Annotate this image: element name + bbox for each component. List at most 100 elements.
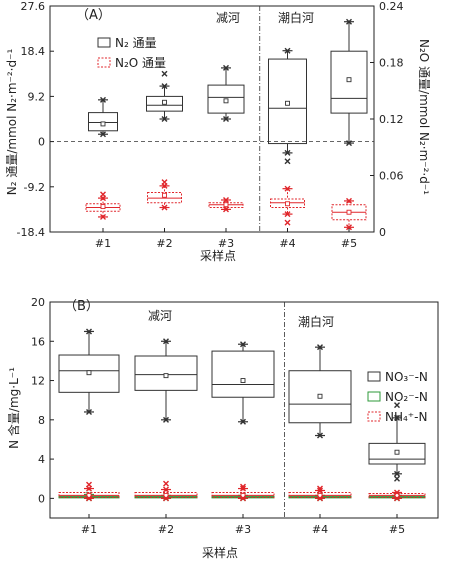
panel-b-no3-5-mean bbox=[394, 449, 400, 455]
panel-b-no3-3-point-min bbox=[240, 418, 246, 425]
panel-a-n2-3-mean bbox=[223, 98, 229, 104]
panel-a-n2o-3-point-max bbox=[223, 196, 229, 203]
panel-a-n2o-4-mean bbox=[285, 201, 290, 207]
panel-b-nh4-5-point-max bbox=[394, 489, 400, 496]
panel-a-xlabel: 采样点 bbox=[200, 248, 236, 263]
legend-swatch-no2 bbox=[367, 391, 381, 402]
panel-b-no3-2-point-min bbox=[163, 416, 169, 423]
panel-a-x-tick-label: #4 bbox=[279, 237, 295, 250]
panel-b-no3-2-point-max bbox=[163, 338, 169, 345]
panel-a-n2-3-point-max bbox=[223, 64, 229, 71]
panel-b-no3-1-mean bbox=[86, 370, 92, 376]
panel-b-xlabel: 采样点 bbox=[202, 545, 238, 560]
panel-a-n2-2-mean bbox=[162, 99, 167, 105]
panel-b-y-tick-label: 12 bbox=[31, 375, 45, 388]
panel-b-no3-5-outlier bbox=[394, 475, 400, 482]
panel-a-n2o-4-point-min bbox=[284, 211, 291, 218]
panel-b-no3-5-outlier bbox=[394, 402, 400, 409]
panel-b-nh4-5-point-min bbox=[394, 495, 400, 502]
panel-a-left-tick-label: 18.4 bbox=[21, 45, 46, 58]
panel-a-left-tick-label: -18.4 bbox=[17, 226, 45, 239]
panel-a-n2o-2-mean bbox=[162, 192, 167, 198]
panel-a-label: （A） bbox=[76, 8, 111, 23]
panel-b-no3-1-point-min bbox=[86, 408, 92, 415]
panel-b-x-tick-label: #3 bbox=[235, 523, 251, 536]
legend-label-nh4: NH₄⁺-N bbox=[385, 410, 427, 424]
legend-label-no2: NO₂⁻-N bbox=[385, 390, 428, 404]
panel-a-n2o-1-outlier bbox=[100, 191, 106, 198]
panel-a-n2-5-mean bbox=[346, 77, 352, 83]
panel-a-n2o-3-point-min bbox=[223, 206, 229, 213]
panel-b-nh4-3-outlier bbox=[240, 483, 246, 490]
panel-b-no3-2-box bbox=[134, 355, 198, 391]
panel-a-n2o-5-point-min bbox=[346, 224, 352, 231]
panel-b-y-tick-label: 20 bbox=[31, 296, 45, 309]
panel-b-nh4-2-outlier bbox=[163, 480, 169, 487]
panel-a-right-tick-label: 0.06 bbox=[379, 170, 404, 183]
panel-a-n2o-1-point-min bbox=[100, 213, 106, 220]
panel-b-no3-5-box bbox=[368, 442, 426, 465]
panel-b-nh4-1-point-min bbox=[86, 495, 92, 502]
panel-a-n2-5-box bbox=[330, 50, 368, 114]
panel-a-x-tick-label: #1 bbox=[95, 237, 111, 250]
legend-label-n2o: N₂O 通量 bbox=[115, 56, 166, 70]
panel-a-n2-3-point-min bbox=[223, 116, 229, 122]
panel-a-n2-5-point-min bbox=[346, 140, 352, 147]
panel-a-n2o-4-outlier bbox=[284, 219, 291, 226]
panel-b-nh4-1-outlier bbox=[86, 481, 92, 488]
panel-a-right-tick-label: 0 bbox=[379, 226, 386, 239]
panel-b-no3-5-point-max bbox=[394, 414, 400, 421]
panel-a-region-1: 减河 bbox=[216, 11, 240, 25]
panel-a-n2o-1-mean bbox=[100, 204, 106, 210]
panel-a-n2-3-box bbox=[207, 84, 245, 114]
panel-b-legend: NO₃⁻-N NO₂⁻-N NH₄⁺-N bbox=[367, 370, 428, 424]
panel-a-n2o-5-mean bbox=[346, 209, 352, 215]
panel-a-n2-2-point-max bbox=[161, 83, 168, 90]
panel-a-n2-2-outlier bbox=[161, 70, 168, 77]
panel-a-right-tick-label: 0.12 bbox=[379, 113, 404, 126]
legend-swatch-no3 bbox=[367, 371, 381, 382]
panel-b-x-tick-label: #4 bbox=[312, 523, 328, 536]
panel-b-y-tick-label: 16 bbox=[31, 335, 45, 348]
panel-a-left-tick-label: 0 bbox=[38, 136, 45, 149]
panel-b-nh4-4-point-min bbox=[317, 495, 323, 502]
panel-a-n2-4-box bbox=[268, 58, 307, 145]
panel-a-left-tick-label: -9.2 bbox=[24, 181, 45, 194]
plot-marks: 27.6 18.4 9.2 0 -9.2 -18.4 0.24 0.18 0.12 0.06 0 #1… bbox=[17, 0, 439, 536]
panel-a-n2-4-point-max bbox=[284, 47, 291, 54]
panel-a-n2o-3-mean bbox=[223, 202, 229, 208]
legend-label-n2: N₂ 通量 bbox=[115, 36, 157, 50]
panel-a-n2-1-point-max bbox=[100, 96, 106, 103]
panel-b-nh4-3-point-max bbox=[240, 485, 246, 492]
panel-b-x-tick-label: #5 bbox=[389, 523, 405, 536]
panel-b-ylabel: N 含量/mg·L⁻¹ bbox=[6, 367, 21, 449]
panel-a-right-tick-label: 0.24 bbox=[379, 0, 404, 13]
panel-b-x-tick-label: #2 bbox=[158, 523, 174, 536]
panel-b-no3-4-mean bbox=[317, 393, 323, 399]
panel-a-ylabel-right: N₂O 通量/mmol N₂·m⁻²·d⁻¹ bbox=[417, 39, 431, 195]
panel-b-region-2: 潮白河 bbox=[298, 314, 334, 329]
panel-b-no3-2-mean bbox=[163, 373, 169, 379]
panel-a-n2-1-mean bbox=[100, 121, 106, 127]
panel-b-y-tick-label: 8 bbox=[38, 414, 45, 427]
panel-a-x-tick-label: #3 bbox=[218, 237, 234, 250]
panel-a-n2-4-mean bbox=[285, 100, 290, 106]
panel-a-n2o-5-point-max bbox=[346, 197, 352, 204]
panel-b-y-tick-label: 4 bbox=[38, 453, 45, 466]
panel-b-no3-5-point-min bbox=[394, 470, 400, 477]
panel-b-no3-1-point-max bbox=[86, 328, 92, 335]
panel-b-nh4-4-point-max bbox=[317, 487, 323, 494]
legend-label-no3: NO₃⁻-N bbox=[385, 370, 428, 384]
panel-b-no3-1-box bbox=[58, 354, 120, 393]
panel-b-no3-4-box bbox=[288, 370, 352, 424]
panel-a-n2o-2-outlier bbox=[161, 179, 168, 186]
panel-a-x-tick-label: #5 bbox=[341, 237, 357, 250]
panel-a-right-tick-label: 0.18 bbox=[379, 57, 404, 70]
panel-a-n2-1-box bbox=[88, 112, 118, 132]
panel-a-x-tick-label: #2 bbox=[156, 237, 172, 250]
panel-a-n2o-2-point-min bbox=[161, 204, 168, 211]
panel-a-ylabel-left: N₂ 通量/mmol N₂·m⁻²·d⁻¹ bbox=[5, 49, 19, 196]
panel-a-n2-4-point-min bbox=[284, 149, 291, 156]
panel-b-x-tick-label: #1 bbox=[81, 523, 97, 536]
